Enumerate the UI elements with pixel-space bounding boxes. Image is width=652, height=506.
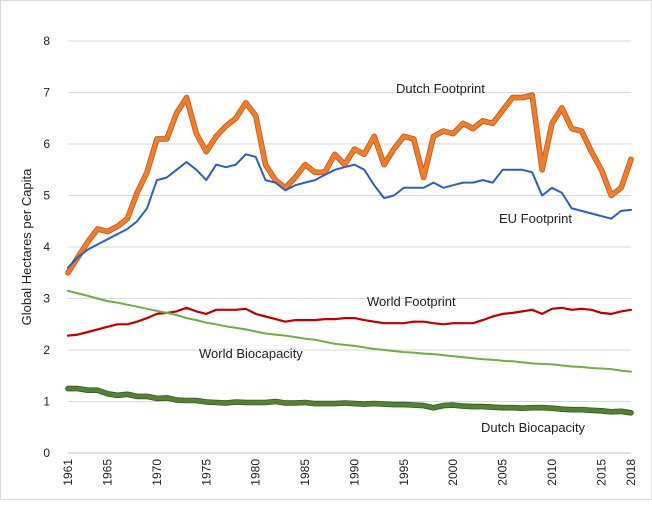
- x-axis-ticks: 1961 1965 1970 1975 1980 1985 1990 1995 2000 2005…: [61, 459, 638, 486]
- x-tick-label: 2000: [446, 459, 460, 486]
- y-tick-label: 0: [43, 446, 50, 460]
- x-tick-label: 1975: [199, 459, 213, 486]
- y-axis-label: Global Hectares per Capita: [19, 168, 34, 326]
- label-world-footprint: World Footprint: [367, 294, 456, 309]
- y-tick-label: 4: [43, 240, 50, 254]
- x-tick-label: 1990: [347, 459, 361, 486]
- dutch-biocapacity-line: [66, 386, 633, 415]
- y-tick-label: 1: [43, 395, 50, 409]
- x-tick-label: 2018: [624, 459, 638, 486]
- x-tick-label: 2015: [594, 459, 608, 486]
- x-tick-label: 2010: [545, 459, 559, 486]
- label-world-biocapacity: World Biocapacity: [199, 346, 303, 361]
- y-tick-label: 8: [43, 34, 50, 48]
- gridlines: [68, 40, 631, 402]
- y-tick-label: 7: [43, 86, 50, 100]
- series-labels: Dutch Footprint EU Footprint World Footp…: [199, 81, 586, 435]
- x-tick-label: 2005: [496, 459, 510, 486]
- x-tick-label: 1965: [101, 459, 115, 486]
- x-tick-label: 1995: [397, 459, 411, 486]
- dutch-footprint-line-outline: [65, 92, 634, 276]
- x-tick-label: 1970: [150, 459, 164, 486]
- y-tick-label: 5: [43, 189, 50, 203]
- x-tick-label: 1961: [61, 459, 75, 486]
- series-lines: [65, 92, 634, 416]
- dutch-footprint-line: [66, 93, 633, 275]
- world-footprint-line: [66, 306, 633, 337]
- x-tick-label: 1980: [249, 459, 263, 486]
- label-eu-footprint: EU Footprint: [499, 211, 572, 226]
- x-tick-label: 1985: [298, 459, 312, 486]
- eu-footprint-line: [67, 153, 632, 269]
- y-tick-label: 3: [43, 292, 50, 306]
- y-tick-label: 6: [43, 137, 50, 151]
- label-dutch-footprint: Dutch Footprint: [396, 81, 485, 96]
- y-tick-label: 2: [43, 343, 50, 357]
- label-dutch-biocapacity: Dutch Biocapacity: [481, 420, 586, 435]
- world-biocapacity-line: [67, 289, 632, 373]
- y-axis-ticks: 0 1 2 3 4 5 6 7 8: [43, 34, 50, 460]
